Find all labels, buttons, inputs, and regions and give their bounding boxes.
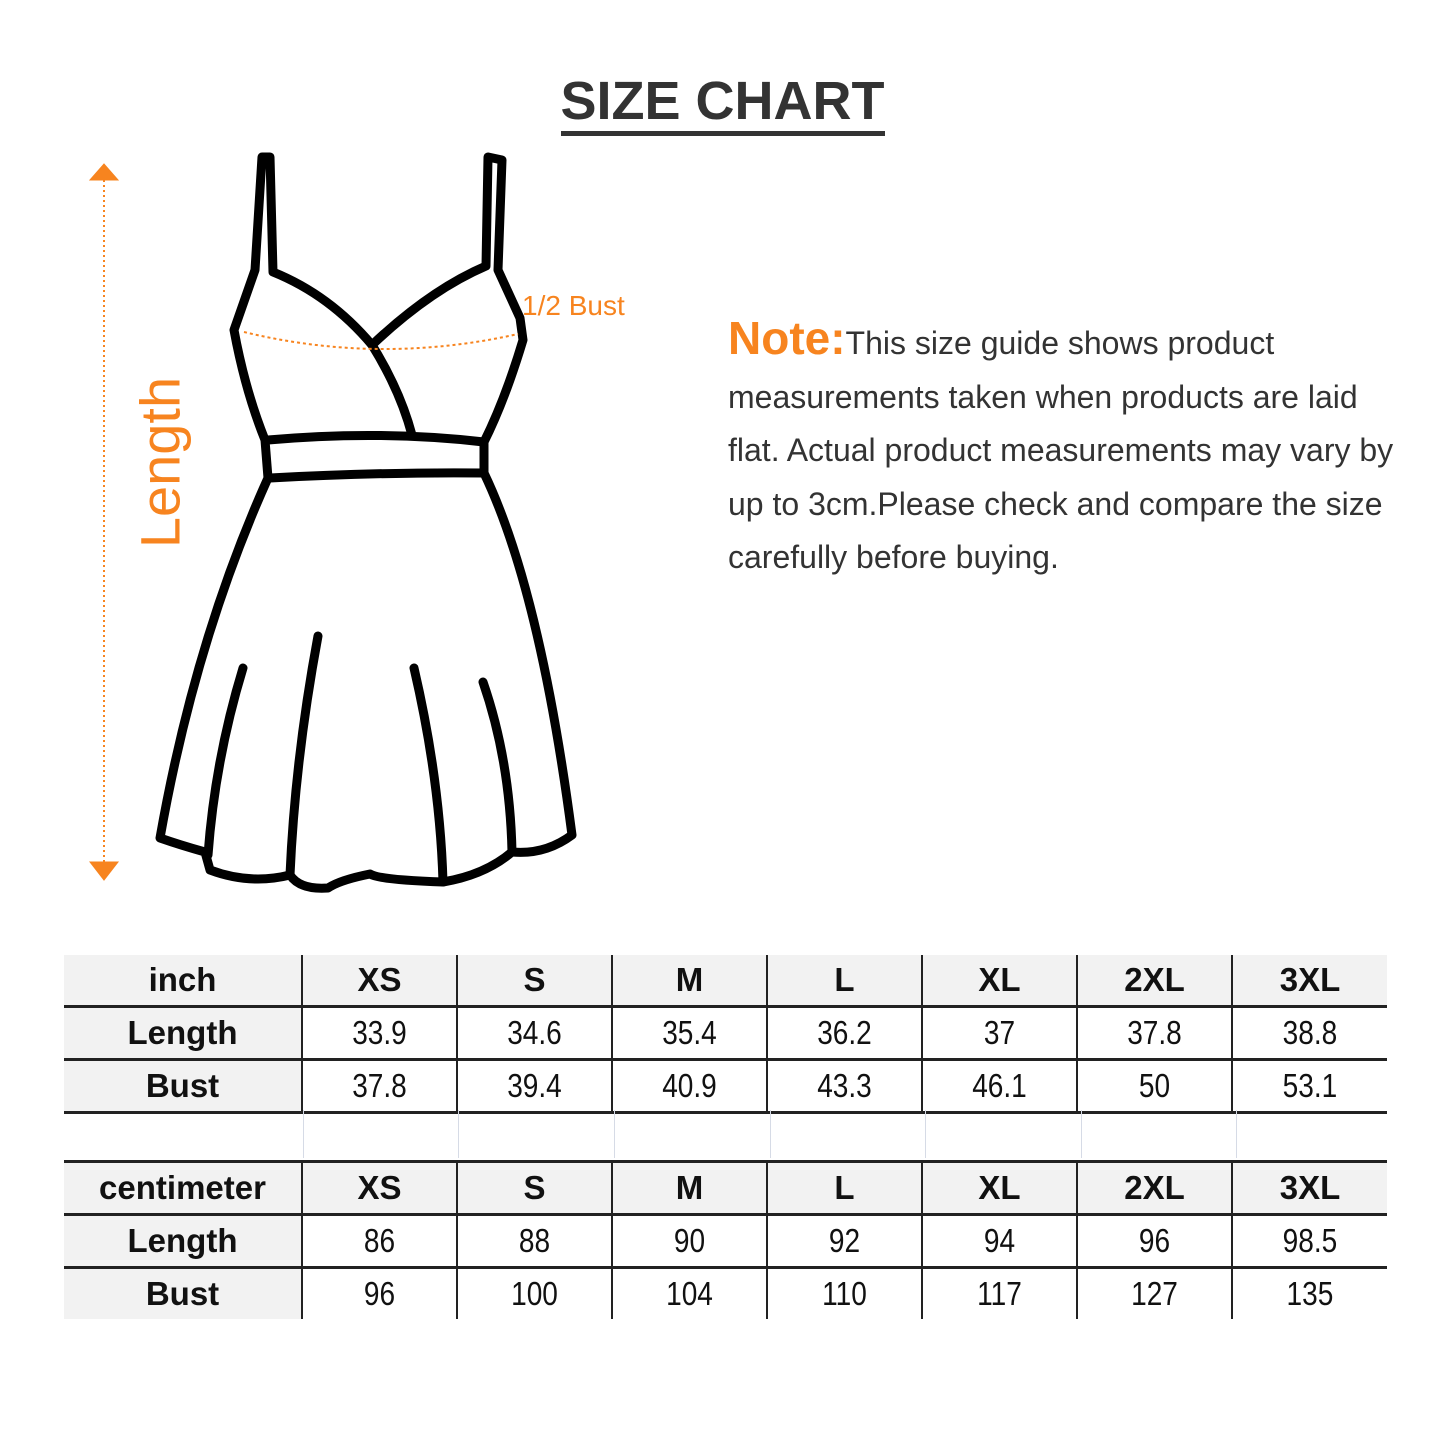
measurement-cell: 40.9 xyxy=(622,1059,756,1114)
size-header: M xyxy=(611,1161,767,1216)
measurement-cell: 90 xyxy=(622,1214,756,1269)
measurement-cell: 135 xyxy=(1242,1267,1376,1319)
size-header: 3XL xyxy=(1231,1161,1387,1216)
page-title: SIZE CHART xyxy=(0,70,1445,136)
row-label: Bust xyxy=(64,1267,302,1319)
measurement-cell: 33.9 xyxy=(312,1006,446,1061)
measurement-cell: 43.3 xyxy=(777,1059,911,1114)
unit-cell: centimeter xyxy=(64,1161,302,1216)
measurement-cell: 39.4 xyxy=(467,1059,601,1114)
table-gap xyxy=(303,1110,1387,1158)
measurement-cell: 100 xyxy=(467,1267,601,1319)
table-row: Length 86 88 90 92 94 96 98.5 xyxy=(64,1214,1387,1269)
table-header-row: centimeter XS S M L XL 2XL 3XL xyxy=(64,1161,1387,1216)
bust-label: 1/2 Bust xyxy=(522,290,625,321)
size-header: XS xyxy=(301,955,457,1008)
measurement-cell: 96 xyxy=(1087,1214,1221,1269)
measurement-cell: 37.8 xyxy=(1087,1006,1221,1061)
size-header: M xyxy=(611,955,767,1008)
size-header: 2XL xyxy=(1076,955,1232,1008)
measurement-cell: 86 xyxy=(312,1214,446,1269)
measurement-cell: 34.6 xyxy=(467,1006,601,1061)
table-row: Bust 96 100 104 110 117 127 135 xyxy=(64,1267,1387,1319)
measurement-cell: 88 xyxy=(467,1214,601,1269)
size-header: S xyxy=(456,1161,612,1216)
measurement-cell: 50 xyxy=(1087,1059,1221,1114)
arrow-up-icon xyxy=(88,163,120,181)
note-label: Note: xyxy=(728,312,846,364)
measurement-cell: 117 xyxy=(932,1267,1066,1319)
measurement-cell: 96 xyxy=(312,1267,446,1319)
centimeter-size-table: centimeter XS S M L XL 2XL 3XL Length 86 88 90 92 94 9… xyxy=(64,1160,1387,1319)
inch-size-table: inch XS S M L XL 2XL 3XL Length 33.9 34.6 35.4 36.2 3… xyxy=(64,955,1387,1114)
note: Note:This size guide shows product measu… xyxy=(728,312,1408,585)
measurement-cell: 53.1 xyxy=(1242,1059,1376,1114)
size-header: S xyxy=(456,955,612,1008)
row-label: Length xyxy=(64,1006,302,1061)
size-header: XL xyxy=(921,1161,1077,1216)
note-text: This size guide shows product measuremen… xyxy=(728,325,1394,575)
measurement-cell: 94 xyxy=(932,1214,1066,1269)
measurement-cell: 92 xyxy=(777,1214,911,1269)
measurement-cell: 46.1 xyxy=(932,1059,1066,1114)
size-header: L xyxy=(766,955,922,1008)
size-header: XL xyxy=(921,955,1077,1008)
row-label: Bust xyxy=(64,1059,302,1114)
measurement-cell: 104 xyxy=(622,1267,756,1319)
measurement-cell: 127 xyxy=(1087,1267,1221,1319)
measurement-cell: 37.8 xyxy=(312,1059,446,1114)
measurement-cell: 38.8 xyxy=(1242,1006,1376,1061)
size-header: L xyxy=(766,1161,922,1216)
table-row: Length 33.9 34.6 35.4 36.2 37 37.8 38.8 xyxy=(64,1006,1387,1061)
measurement-cell: 36.2 xyxy=(777,1006,911,1061)
measurement-cell: 35.4 xyxy=(622,1006,756,1061)
size-header: XS xyxy=(301,1161,457,1216)
measurement-cell: 110 xyxy=(777,1267,911,1319)
size-header: 2XL xyxy=(1076,1161,1232,1216)
dress-illustration xyxy=(88,152,577,893)
bust-arrow xyxy=(243,331,519,351)
measurement-cell: 98.5 xyxy=(1242,1214,1376,1269)
row-label: Length xyxy=(64,1214,302,1269)
length-label: Length xyxy=(128,376,192,549)
measurement-cell: 37 xyxy=(932,1006,1066,1061)
length-arrow xyxy=(88,163,120,881)
unit-cell: inch xyxy=(64,955,302,1008)
size-header: 3XL xyxy=(1231,955,1387,1008)
table-row: Bust 37.8 39.4 40.9 43.3 46.1 50 53.1 xyxy=(64,1059,1387,1114)
table-header-row: inch XS S M L XL 2XL 3XL xyxy=(64,955,1387,1008)
arrow-down-icon xyxy=(88,861,120,881)
